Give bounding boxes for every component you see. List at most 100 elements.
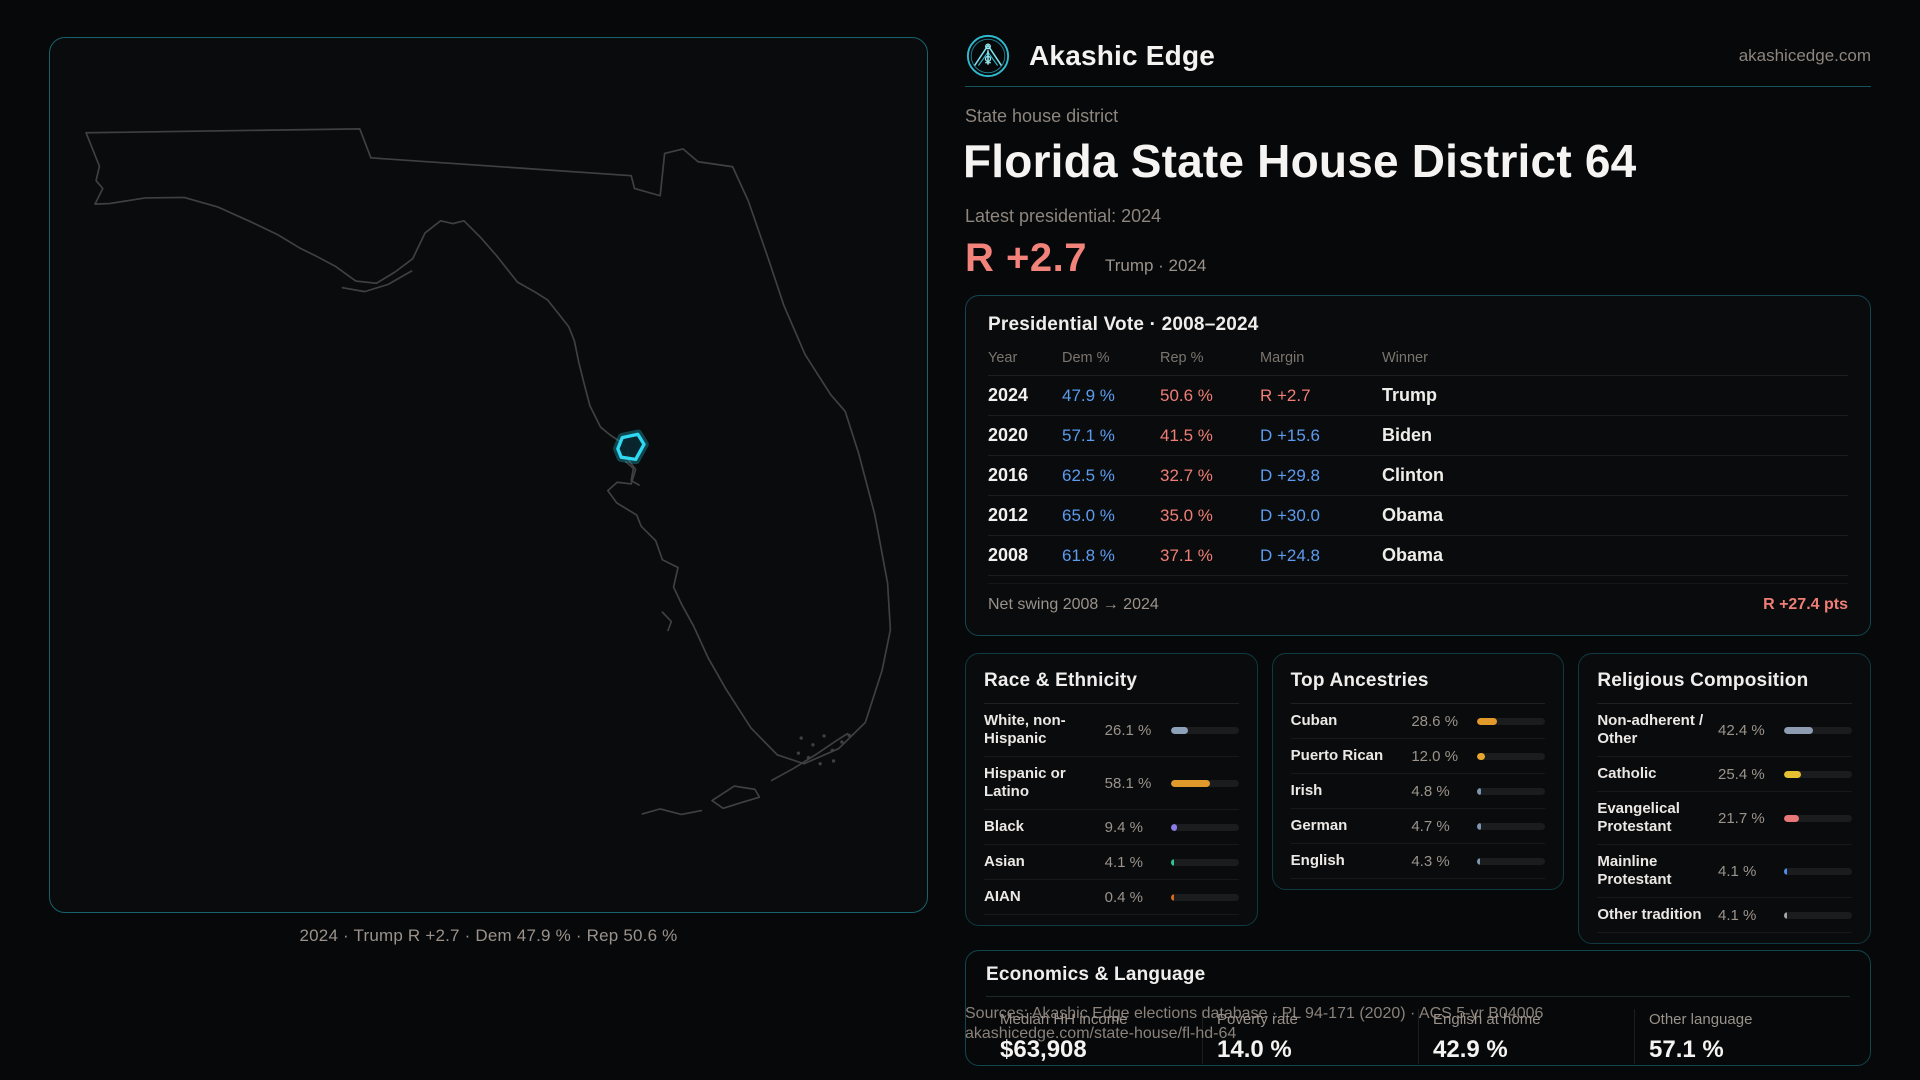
permalink[interactable]: akashicedge.com/state-house/fl-hd-64 (965, 1025, 1237, 1042)
presidential-vote-panel: Presidential Vote · 2008–2024 Year Dem %… (965, 295, 1871, 636)
stat-block: English at home 42.9 % (1418, 1009, 1634, 1064)
presidential-vote-title: Presidential Vote · 2008–2024 (988, 314, 1259, 335)
bar-track (1170, 726, 1239, 734)
cell-year: 2024 (988, 385, 1029, 405)
site-domain-link[interactable]: akashicedge.com (1738, 46, 1871, 65)
bar-fill (1783, 867, 1787, 875)
headline-context: Trump · 2024 (1104, 256, 1207, 275)
demographic-row: Catholic 25.4 % (1597, 757, 1852, 792)
islet-dots (796, 733, 851, 766)
bar-track (1170, 893, 1239, 901)
demographic-label: English (1290, 852, 1345, 869)
bar-fill (1170, 726, 1189, 734)
demographics-row: Race & Ethnicity White, non-Hispanic 26.… (965, 653, 1871, 944)
sources-line: Sources: Akashic Edge elections database… (965, 1005, 1544, 1022)
bar-fill (1477, 752, 1486, 760)
stat-block: Poverty rate 14.0 % (1202, 1009, 1418, 1064)
cell-year: 2016 (988, 465, 1029, 485)
bar-fill (1170, 779, 1211, 787)
demographic-row: Black 9.4 % (984, 810, 1239, 845)
col-winner: Winner (1382, 350, 1428, 366)
kicker: State house district (965, 106, 1119, 126)
demographic-value: 4.8 % (1411, 782, 1450, 800)
bar-track (1170, 823, 1239, 831)
demographic-value: 42.4 % (1717, 721, 1765, 739)
col-rep: Rep % (1160, 350, 1204, 366)
demographic-panel-title: Race & Ethnicity (984, 670, 1138, 691)
cell-dem-pct: 47.9 % (1062, 385, 1115, 405)
demographic-value: 21.7 % (1717, 809, 1765, 827)
demographic-value: 9.4 % (1104, 818, 1144, 836)
brand-logo-icon (966, 34, 1010, 78)
table-row: 2012 65.0 % 35.0 % D +30.0 Obama (988, 496, 1848, 536)
table-row: 2024 47.9 % 50.6 % R +2.7 Trump (988, 376, 1848, 416)
col-margin: Margin (1260, 350, 1305, 366)
district-highlight[interactable] (613, 429, 649, 465)
demographic-value: 4.1 % (1104, 853, 1144, 871)
panel-title-divider (1597, 703, 1852, 704)
sw-islands (661, 611, 673, 632)
cell-rep-pct: 35.0 % (1160, 505, 1213, 525)
table-row: 2008 61.8 % 37.1 % D +24.8 Obama (988, 536, 1848, 576)
demographic-row: White, non-Hispanic 26.1 % (984, 704, 1239, 757)
demographic-rows: Cuban 28.6 % Puerto Rican 12.0 % Irish 4… (1290, 704, 1546, 879)
bar-track (1783, 726, 1852, 734)
bar-fill (1477, 787, 1481, 795)
stat-label: English at home (1433, 1011, 1541, 1028)
map-caption: 2024 · Trump R +2.7 · Dem 47.9 % · Rep 5… (299, 926, 678, 945)
cell-winner: Obama (1382, 505, 1444, 525)
demographic-row: Non-adherent / Other 42.4 % (1597, 704, 1852, 757)
economics-stats: Median HH income $63,908 Poverty rate 14… (986, 1009, 1850, 1064)
stat-value: $63,908 (1000, 1036, 1087, 1063)
cell-year: 2020 (988, 425, 1029, 445)
cell-rep-pct: 32.7 % (1160, 465, 1213, 485)
bar-track (1170, 779, 1239, 787)
demographic-label: Evangelical Protestant (1597, 800, 1680, 835)
cell-margin: R +2.7 (1260, 385, 1311, 405)
net-swing-row: Net swing 2008 → 2024 R +27.4 pts (988, 583, 1848, 614)
demographic-row: Hispanic or Latino 58.1 % (984, 757, 1239, 810)
barrier-islands (341, 270, 413, 293)
cell-winner: Obama (1382, 545, 1444, 565)
col-dem: Dem % (1062, 350, 1110, 366)
bar-fill (1170, 823, 1178, 831)
demographic-rows: Non-adherent / Other 42.4 % Catholic 25.… (1597, 704, 1852, 933)
economics-title: Economics & Language (986, 964, 1206, 985)
cell-rep-pct: 50.6 % (1160, 385, 1213, 405)
demographic-row: Cuban 28.6 % (1290, 704, 1546, 739)
bar-track (1477, 857, 1546, 865)
demographic-label: German (1290, 817, 1348, 834)
demographic-row: Mainline Protestant 4.1 % (1597, 845, 1852, 898)
demographic-panel: Top Ancestries Cuban 28.6 % Puerto Rican… (1271, 653, 1565, 890)
cell-rep-pct: 37.1 % (1160, 545, 1213, 565)
demographic-row: Irish 4.8 % (1290, 774, 1546, 809)
table-row: 2016 62.5 % 32.7 % D +29.8 Clinton (988, 456, 1848, 496)
bar-track (1170, 858, 1239, 866)
demographic-label: Hispanic or Latino (984, 765, 1066, 800)
bar-track (1477, 752, 1546, 760)
economics-panel: Economics & Language Median HH income $6… (965, 950, 1871, 1066)
cell-winner: Trump (1382, 385, 1438, 405)
keys-upper-chain (770, 732, 849, 782)
stat-value: 14.0 % (1217, 1036, 1292, 1063)
bar-fill (1170, 893, 1174, 901)
demographic-panel: Religious Composition Non-adherent / Oth… (1578, 653, 1871, 944)
cell-margin: D +29.8 (1260, 465, 1321, 485)
bar-fill (1783, 814, 1799, 822)
demographic-label: Black (984, 818, 1025, 835)
bar-track (1783, 770, 1852, 778)
stat-block: Other language 57.1 % (1634, 1009, 1850, 1064)
cell-year: 2012 (988, 505, 1029, 525)
stat-label: Other language (1649, 1011, 1753, 1028)
bar-fill (1477, 717, 1497, 725)
demographic-row: Asian 4.1 % (984, 845, 1239, 880)
stat-block: Median HH income $63,908 (986, 1009, 1202, 1064)
demographic-value: 26.1 % (1104, 721, 1152, 739)
cell-dem-pct: 57.1 % (1062, 425, 1115, 445)
cell-rep-pct: 41.5 % (1160, 425, 1213, 445)
demographic-value: 4.1 % (1717, 906, 1757, 924)
bar-fill (1783, 726, 1813, 734)
demographic-label: Puerto Rican (1290, 747, 1384, 764)
page-title: Florida State House District 64 (963, 135, 1637, 187)
cell-dem-pct: 62.5 % (1062, 465, 1115, 485)
